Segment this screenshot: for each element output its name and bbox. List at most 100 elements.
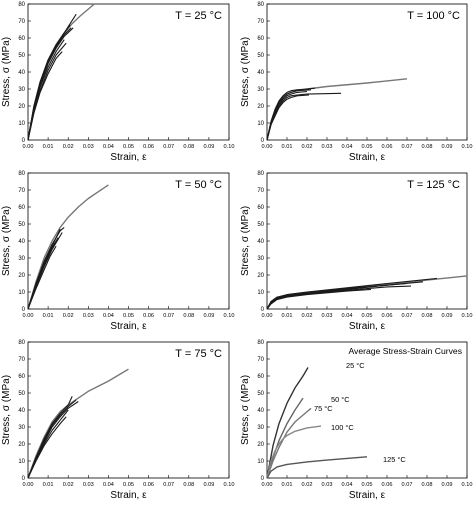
- x-tick-label: 0.02: [302, 482, 313, 488]
- x-tick-label: 0.03: [322, 482, 333, 488]
- series-line-5: [27, 416, 67, 479]
- series-line-5: [266, 94, 310, 141]
- y-tick-label: 10: [257, 121, 264, 127]
- x-axis-label: Strain, ε: [349, 490, 386, 501]
- y-tick-label: 30: [18, 87, 25, 93]
- x-tick-label: 0.01: [282, 313, 293, 319]
- x-tick-label: 0.09: [203, 482, 214, 488]
- y-tick-label: 30: [18, 256, 25, 262]
- series-line-4: [27, 409, 69, 479]
- series-line-8: [27, 13, 77, 141]
- x-tick-label: 0.01: [43, 144, 54, 150]
- panel-2: 0.00 0.01 0.02 0.03 0.04 0.05 0.06 0.07 0.08 0.09…: [240, 2, 472, 163]
- temperature-label: T = 25 °C: [175, 10, 222, 22]
- x-tick-label: 0.03: [83, 482, 94, 488]
- x-tick-label: 0.09: [442, 144, 453, 150]
- y-tick-label: 30: [257, 87, 264, 93]
- x-tick-label: 0.07: [163, 482, 174, 488]
- x-tick-label: 0.00: [23, 144, 34, 150]
- y-tick-label: 80: [18, 171, 25, 177]
- y-tick-label: 40: [257, 70, 264, 76]
- x-axis-label: Strain, ε: [349, 152, 386, 163]
- x-tick-label: 0.09: [442, 482, 453, 488]
- y-tick-label: 30: [257, 425, 264, 431]
- panel-6: 0.00 0.01 0.02 0.03 0.04 0.05 0.06 0.07 0.08 0.09…: [240, 340, 472, 501]
- y-tick-label: 0: [22, 138, 26, 144]
- y-tick-label: 70: [257, 188, 264, 194]
- panel-3: 0.00 0.01 0.02 0.03 0.04 0.05 0.06 0.07 0.08 0.09…: [1, 171, 234, 332]
- x-tick-label: 0.00: [262, 313, 273, 319]
- y-tick-label: 40: [257, 408, 264, 414]
- x-tick-label: 0.08: [183, 313, 194, 319]
- y-tick-label: 40: [18, 70, 25, 76]
- x-tick-label: 0.02: [63, 482, 74, 488]
- x-axis-label: Strain, ε: [110, 490, 147, 501]
- y-tick-label: 50: [18, 391, 25, 397]
- y-tick-label: 60: [18, 205, 25, 211]
- x-tick-label: 0.08: [422, 313, 433, 319]
- y-tick-label: 0: [261, 138, 265, 144]
- y-tick-label: 60: [257, 205, 264, 211]
- x-tick-label: 0.07: [402, 482, 413, 488]
- x-tick-label: 0.10: [462, 144, 473, 150]
- x-tick-label: 0.05: [362, 313, 373, 319]
- x-tick-label: 0.10: [224, 313, 235, 319]
- y-tick-label: 80: [257, 171, 264, 177]
- x-tick-label: 0.09: [203, 144, 214, 150]
- y-tick-label: 10: [257, 290, 264, 296]
- y-tick-label: 80: [257, 340, 264, 346]
- plot-frame: [266, 341, 468, 479]
- series-line-5: [27, 42, 67, 141]
- y-tick-label: 70: [257, 19, 264, 25]
- y-tick-label: 60: [257, 36, 264, 42]
- y-tick-label: 60: [18, 36, 25, 42]
- x-axis-label: Strain, ε: [349, 321, 386, 332]
- series-line-3: [27, 27, 74, 141]
- x-tick-label: 0.06: [382, 144, 393, 150]
- panel-4: 0.00 0.01 0.02 0.03 0.04 0.05 0.06 0.07 0.08 0.09…: [240, 171, 472, 332]
- x-tick-label: 0.05: [123, 144, 134, 150]
- temperature-label: T = 100 °C: [407, 10, 460, 22]
- panel-1: 0.00 0.01 0.02 0.03 0.04 0.05 0.06 0.07 0.08 0.09…: [1, 2, 234, 163]
- y-tick-label: 0: [261, 307, 265, 313]
- temperature-label: T = 125 °C: [407, 179, 460, 191]
- series-line-1: [27, 3, 95, 141]
- y-axis-label: Stress, σ (MPa): [1, 375, 12, 445]
- x-tick-label: 0.09: [203, 313, 214, 319]
- y-tick-label: 10: [257, 459, 264, 465]
- y-tick-label: 50: [257, 222, 264, 228]
- chart-title: Average Stress-Strain Curves: [348, 346, 462, 356]
- x-tick-label: 0.08: [183, 144, 194, 150]
- y-axis-label: Stress, σ (MPa): [240, 206, 251, 276]
- y-tick-label: 20: [18, 442, 25, 448]
- x-tick-label: 0.08: [183, 482, 194, 488]
- y-tick-label: 70: [18, 188, 25, 194]
- x-tick-label: 0.00: [262, 144, 273, 150]
- x-tick-label: 0.03: [322, 144, 333, 150]
- x-tick-label: 0.03: [83, 144, 94, 150]
- curve-annotation: 100 °C: [331, 423, 354, 432]
- panel-5: 0.00 0.01 0.02 0.03 0.04 0.05 0.06 0.07 0.08 0.09…: [1, 340, 234, 501]
- y-tick-label: 50: [18, 222, 25, 228]
- series-line-1: [27, 368, 129, 479]
- series-line-3: [266, 407, 312, 479]
- y-tick-label: 40: [257, 239, 264, 245]
- plot-frame: [27, 3, 230, 141]
- x-tick-label: 0.06: [143, 482, 154, 488]
- temperature-label: T = 75 °C: [175, 348, 222, 360]
- series-line-6: [266, 89, 312, 141]
- x-tick-label: 0.06: [143, 144, 154, 150]
- y-tick-label: 70: [18, 357, 25, 363]
- series-line-4: [266, 425, 322, 479]
- x-tick-label: 0.05: [362, 482, 373, 488]
- series-line-2: [266, 397, 304, 479]
- y-tick-label: 30: [257, 256, 264, 262]
- curve-annotation: 50 °C: [331, 395, 350, 404]
- y-tick-label: 80: [257, 2, 264, 8]
- temperature-label: T = 50 °C: [175, 179, 222, 191]
- y-tick-label: 80: [18, 2, 25, 8]
- y-tick-label: 30: [18, 425, 25, 431]
- series-line-6: [27, 51, 63, 141]
- y-tick-label: 50: [257, 391, 264, 397]
- y-tick-label: 10: [18, 459, 25, 465]
